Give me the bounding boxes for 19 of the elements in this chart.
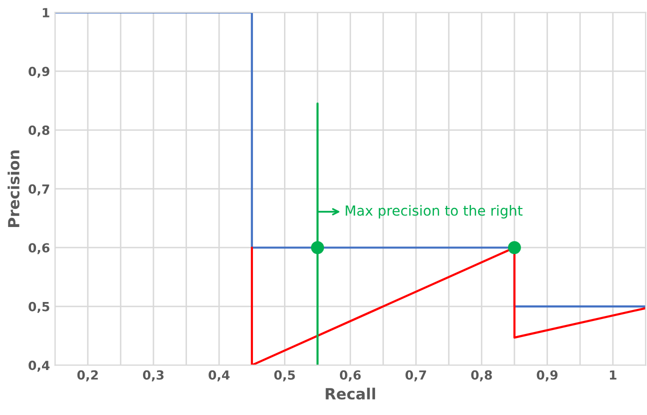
y-tick-label: 0,4 bbox=[28, 360, 50, 372]
x-tick-label: 0,8 bbox=[471, 370, 492, 382]
x-tick-label: 0,4 bbox=[208, 370, 230, 382]
y-tick-label: 1 bbox=[42, 8, 50, 18]
y-axis-title: Precision bbox=[8, 150, 20, 227]
y-tick-label: 0,9 bbox=[28, 66, 50, 78]
x-tick-label: 0,9 bbox=[536, 370, 558, 382]
x-axis-title: Recall bbox=[326, 388, 376, 400]
y-tick-label: 0,5 bbox=[28, 302, 50, 313]
x-tick-label: 0,7 bbox=[406, 370, 426, 382]
x-tick-label: 0,3 bbox=[142, 370, 164, 382]
x-tick-label: 1 bbox=[610, 370, 616, 380]
y-tick-label: 0,8 bbox=[28, 126, 50, 137]
x-tick-label: 0,2 bbox=[77, 370, 98, 382]
x-tick-label: 0,6 bbox=[340, 370, 361, 382]
y-tick-label: 0,7 bbox=[28, 184, 50, 196]
x-tick-label: 0,5 bbox=[274, 370, 295, 382]
annotation: Max precision to the right bbox=[346, 205, 522, 218]
y-tick-label: 0,6 bbox=[28, 243, 50, 254]
